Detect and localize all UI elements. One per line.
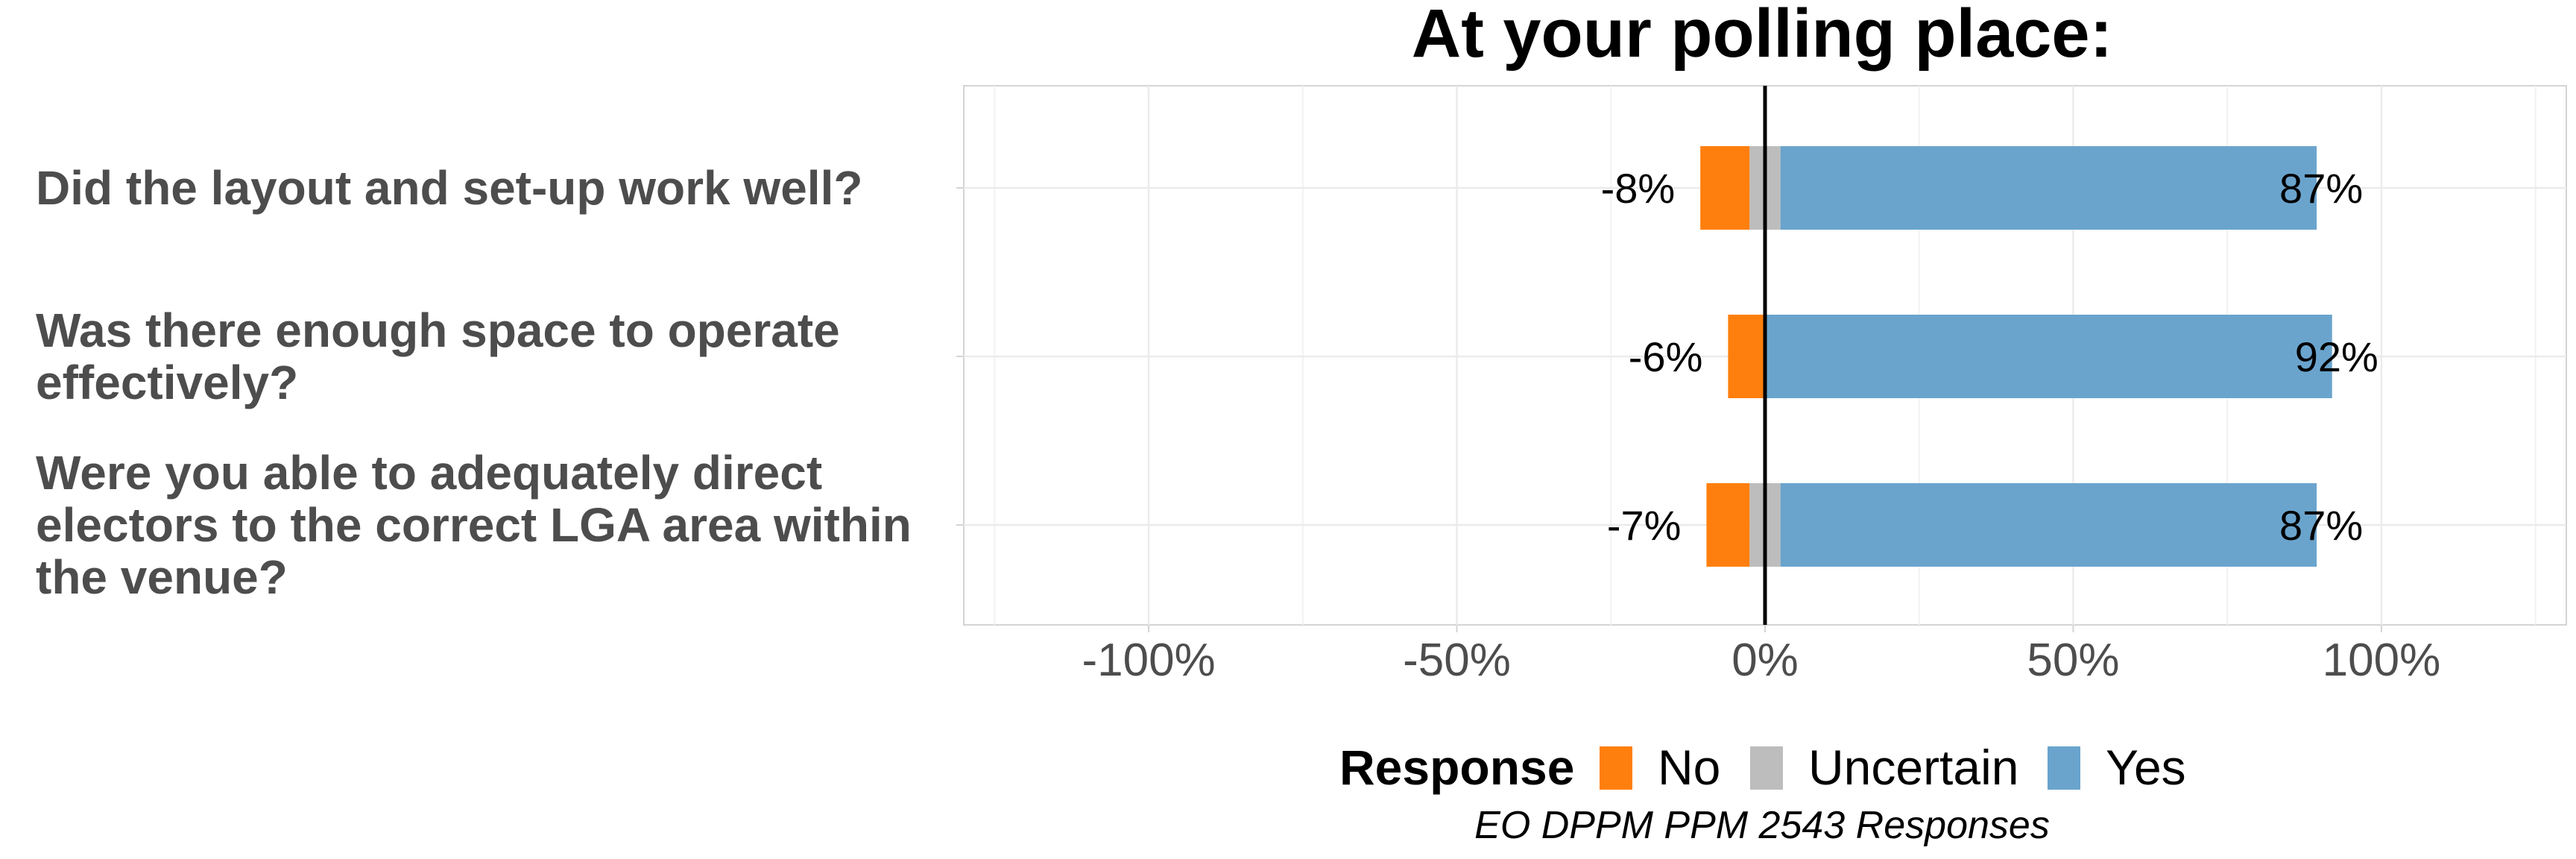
- data-label-no: -6%: [1629, 333, 1703, 380]
- data-label-yes: 87%: [2279, 165, 2363, 212]
- category-label-line: Were you able to adequately direct: [36, 446, 822, 500]
- x-tick-label: 100%: [2323, 635, 2441, 686]
- x-tick-label: -50%: [1403, 635, 1511, 686]
- data-label-no: -8%: [1601, 165, 1676, 212]
- legend-key: [1750, 746, 1783, 790]
- category-label-line: electors to the correct LGA area within: [36, 498, 912, 552]
- legend-key: [1600, 746, 1632, 790]
- bar-yes: [1780, 146, 2317, 230]
- bar-no: [1700, 146, 1750, 230]
- bars: [1700, 146, 2332, 567]
- legend-label: No: [1658, 740, 1720, 795]
- category-label: Were you able to adequately direct electo…: [36, 446, 912, 604]
- labels: -8% 87% Did the layout and set-up work wel…: [36, 161, 2378, 604]
- chart-title: At your polling place:: [1412, 0, 2112, 72]
- category-label: Was there enough space to operate effecti…: [36, 303, 840, 409]
- x-tick-label: 50%: [2027, 635, 2119, 686]
- legend: Response No Uncertain Yes: [1339, 740, 2186, 795]
- category-label: Did the layout and set-up work well?: [36, 161, 862, 215]
- category-label-line: Was there enough space to operate: [36, 303, 840, 357]
- category-label-line: the venue?: [36, 550, 288, 604]
- bar-no: [1706, 483, 1750, 567]
- category-label-line: effectively?: [36, 356, 298, 409]
- legend-label: Yes: [2106, 740, 2186, 795]
- bar-yes: [1765, 315, 2332, 398]
- data-label-no: -7%: [1607, 502, 1682, 549]
- bar-yes: [1780, 483, 2317, 567]
- x-tick-label: -100%: [1082, 635, 1215, 686]
- data-label-yes: 87%: [2279, 502, 2363, 549]
- category-label-line: Did the layout and set-up work well?: [36, 161, 862, 215]
- chart-caption: EO DPPM PPM 2543 Responses: [1474, 804, 2050, 847]
- axes: -100% -50% 0% 50% 100%: [956, 86, 2440, 686]
- x-tick-label: 0%: [1731, 635, 1799, 686]
- legend-label: Uncertain: [1808, 740, 2018, 795]
- legend-title: Response: [1339, 740, 1574, 795]
- bar-no: [1728, 315, 1765, 398]
- data-label-yes: 92%: [2295, 333, 2378, 380]
- legend-key: [2048, 746, 2080, 790]
